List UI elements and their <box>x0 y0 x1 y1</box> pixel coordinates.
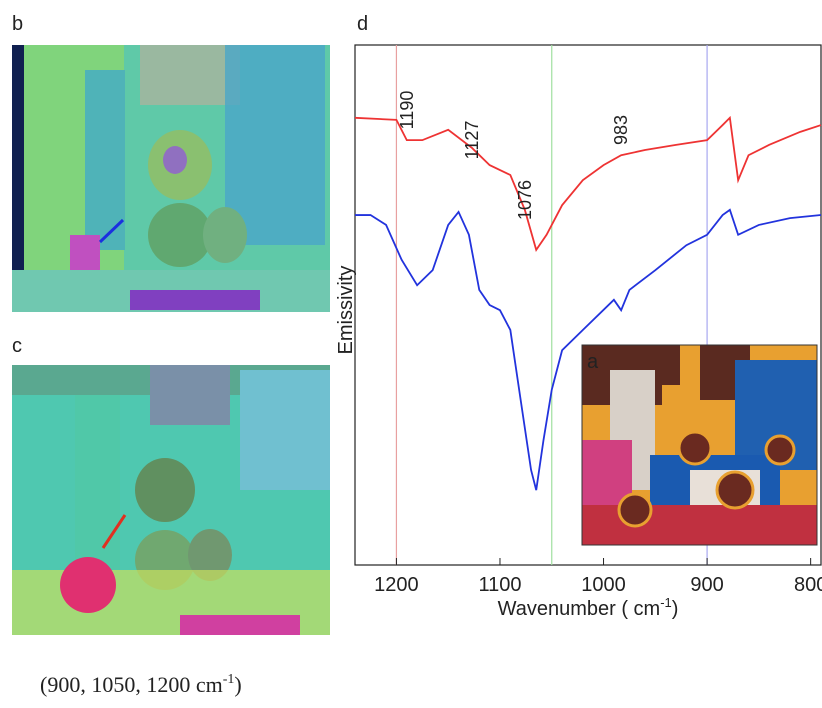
peak-label: 1076 <box>515 180 535 220</box>
inset-image-a: a <box>581 344 818 546</box>
x-tick-label: 1000 <box>581 574 626 596</box>
panel-label: a <box>587 351 599 373</box>
inset-shape <box>677 430 713 466</box>
inset-frame <box>581 344 818 546</box>
y-axis-label: Emissivity <box>335 266 357 355</box>
x-tick-label: 1100 <box>478 574 521 596</box>
peak-label: 1127 <box>462 121 482 160</box>
panel-label: d <box>357 13 368 35</box>
panel-label: c <box>12 335 22 357</box>
inset-shape <box>582 505 817 545</box>
inset-shape <box>764 434 796 466</box>
panel-label: b <box>12 13 23 35</box>
x-tick-label: 1200 <box>374 574 419 596</box>
peak-label: 1190 <box>397 91 417 130</box>
x-tick-label: 900 <box>690 574 723 596</box>
x-axis-label: Wavenumber ( cm-1) <box>498 595 679 620</box>
inset-shape <box>617 492 653 528</box>
image-c <box>12 365 330 635</box>
spectrum-line <box>355 208 822 491</box>
image-b <box>12 45 330 312</box>
x-tick-label: 800 <box>794 574 822 596</box>
inset-shape <box>715 470 755 510</box>
spectrum-line <box>354 115 822 252</box>
peak-label: 983 <box>611 115 631 145</box>
plot-frame <box>354 44 822 566</box>
caption: (900, 1050, 1200 cm-1) <box>40 672 242 697</box>
